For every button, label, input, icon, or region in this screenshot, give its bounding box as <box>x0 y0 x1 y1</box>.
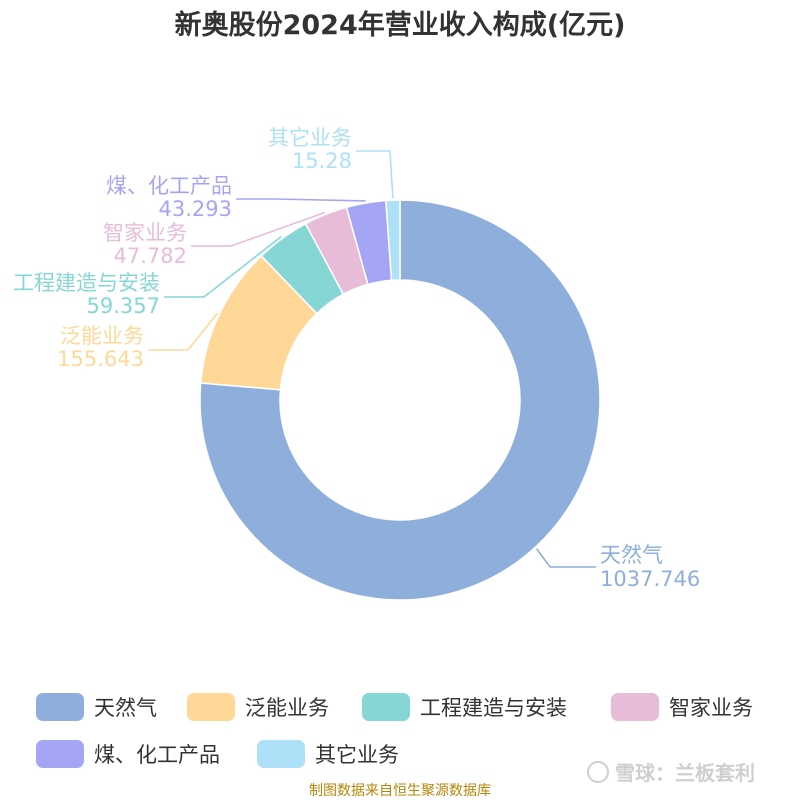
watermark: 雪球：兰板套利 <box>587 761 755 785</box>
legend-label-4: 煤、化工产品 <box>94 743 220 767</box>
slice-label-name-4: 煤、化工产品 <box>106 174 232 198</box>
legend-swatch-2 <box>362 693 410 721</box>
slice-label-value-4: 43.293 <box>159 197 232 221</box>
legend-label-1: 泛能业务 <box>245 696 329 720</box>
legend-label-2: 工程建造与安装 <box>420 696 567 720</box>
legend-label-0: 天然气 <box>94 696 157 720</box>
slice-label-value-2: 59.357 <box>87 294 160 318</box>
legend-label-3: 智家业务 <box>669 696 753 720</box>
legend-swatch-0 <box>36 693 84 721</box>
slice-0 <box>199 199 601 601</box>
slice-label-value-3: 47.782 <box>114 244 187 268</box>
slice-label-name-0: 天然气 <box>600 543 663 567</box>
leader-line-5 <box>356 150 394 199</box>
donut-slices <box>199 199 601 601</box>
leader-line-1 <box>148 312 219 351</box>
legend-swatch-1 <box>187 693 235 721</box>
leader-line-0 <box>535 548 596 568</box>
watermark-logo-icon <box>587 761 609 783</box>
data-source-note: 制图数据来自恒生聚源数据库 <box>309 783 491 799</box>
legend-swatch-4 <box>36 740 84 768</box>
slice-label-value-1: 155.643 <box>57 347 144 371</box>
slice-label-name-2: 工程建造与安装 <box>13 271 160 295</box>
slice-leader-lines <box>148 150 596 568</box>
legend-swatch-5 <box>257 740 305 768</box>
slice-label-name-5: 其它业务 <box>268 126 352 150</box>
legend-swatch-3 <box>611 693 659 721</box>
chart-title: 新奥股份2024年营业收入构成(亿元) <box>175 9 626 41</box>
watermark-text: 雪球：兰板套利 <box>615 761 755 785</box>
slice-label-value-5: 15.28 <box>292 149 352 173</box>
leader-line-4 <box>236 198 366 202</box>
slice-label-name-1: 泛能业务 <box>60 324 144 348</box>
legend-label-5: 其它业务 <box>315 743 399 767</box>
slice-label-name-3: 智家业务 <box>103 221 187 245</box>
leader-line-3 <box>191 211 326 247</box>
slice-label-value-0: 1037.746 <box>600 567 700 591</box>
leader-line-2 <box>164 236 282 298</box>
slice-5 <box>385 199 401 282</box>
